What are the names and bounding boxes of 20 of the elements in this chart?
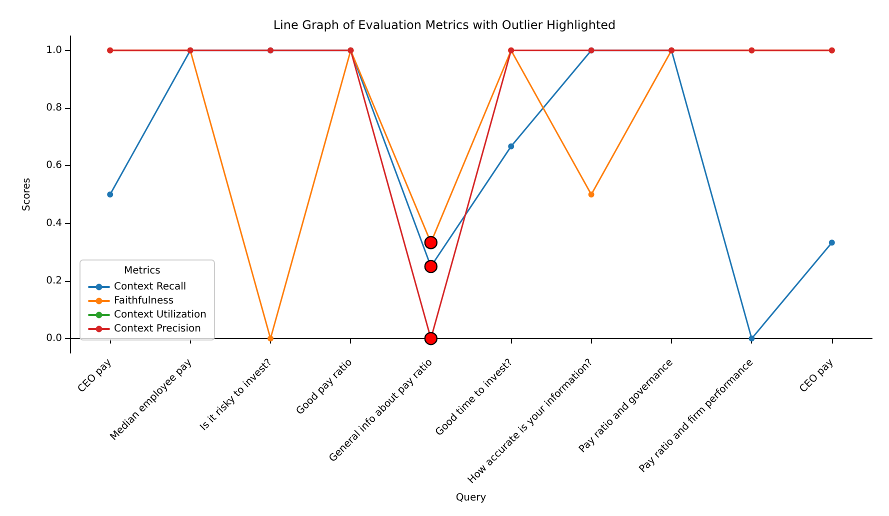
y-axis-title: Scores [22, 178, 32, 212]
point [508, 143, 514, 150]
y-tick-label: 1.0 [46, 44, 62, 56]
y-tick-label: 0.0 [46, 333, 62, 344]
y-tick-label: 0.2 [46, 275, 62, 286]
x-axis-title: Query [456, 492, 486, 504]
point [748, 336, 755, 342]
legend-label: Context Precision [114, 324, 201, 334]
legend-label: Faithfulness [114, 296, 174, 306]
chart-title: Line Graph of Evaluation Metrics with Outlier Highlighted [273, 18, 616, 32]
y-tick-label: 0.8 [46, 102, 62, 114]
legend-label: Context Utilization [114, 310, 206, 320]
point [588, 191, 594, 198]
legend-title: Metrics [124, 266, 160, 276]
point [268, 336, 274, 342]
y-tick-label: 0.4 [46, 218, 62, 229]
y-tick-label: 0.6 [46, 160, 62, 172]
point [107, 191, 114, 198]
point [828, 240, 835, 246]
legend-label: Context Recall [114, 282, 186, 292]
